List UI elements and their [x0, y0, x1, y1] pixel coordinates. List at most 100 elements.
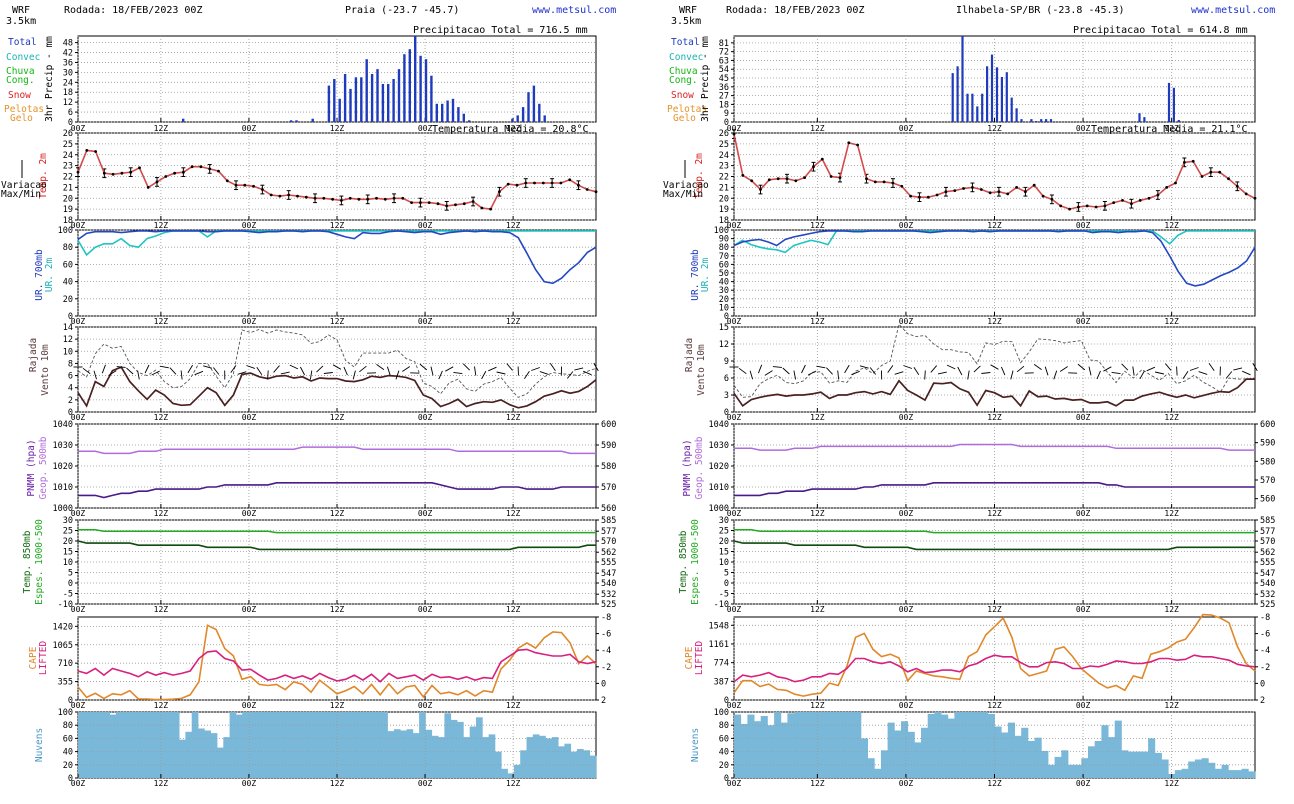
- temp-point: [304, 195, 308, 199]
- precip-bar: [451, 98, 455, 122]
- precip-bar: [1020, 119, 1023, 122]
- thickness-ylabel: Espes. 1000-500: [34, 519, 45, 605]
- cloud-bar: [994, 726, 1002, 778]
- time-tick-label: 00Z: [418, 221, 433, 230]
- wind-arrow: [1146, 366, 1156, 372]
- wind-arrow: [816, 365, 826, 369]
- precip-bar: [976, 106, 979, 122]
- wind-arrow: [453, 371, 463, 375]
- site-url: www.metsul.com: [532, 5, 616, 16]
- temp-point: [918, 195, 921, 199]
- temp-point: [988, 191, 992, 195]
- time-tick-label: 00Z: [418, 317, 433, 326]
- y-tick-label: 1010: [709, 483, 729, 493]
- y-tick-label: 1010: [53, 483, 73, 493]
- wind-arrow: [496, 371, 506, 375]
- cloud-bar: [261, 712, 268, 778]
- wind-arrow: [1103, 366, 1112, 372]
- legend-total: Total: [8, 37, 37, 48]
- pnmm-ylabel: PNMM (hpa): [682, 439, 693, 496]
- cloud-bar: [551, 737, 559, 778]
- temp-point: [340, 199, 343, 202]
- cloud-bar: [387, 731, 395, 778]
- t850-ylabel: Temp. 850mb: [22, 530, 33, 593]
- wind-line: [733, 378, 1255, 408]
- precip-bar: [365, 59, 368, 122]
- wind-arrow: [957, 366, 963, 376]
- y-tick-label: 100: [714, 708, 729, 718]
- wind-arrow: [764, 370, 773, 376]
- y-tick-label: 0: [68, 118, 73, 128]
- precip-bar: [354, 77, 358, 122]
- cloud-bar: [589, 755, 597, 778]
- temp-point: [269, 193, 273, 197]
- precip-bar: [981, 93, 984, 122]
- wind-arrow: [1189, 367, 1199, 371]
- location-label: Ilhabela-SP/BR (-23.8 -45.3): [956, 5, 1125, 16]
- cloud-bar: [217, 747, 224, 778]
- y-tick-label: 40: [719, 748, 729, 758]
- wind-arrow: [772, 366, 782, 368]
- wind-arrow: [376, 364, 385, 370]
- y-tick-label: 24: [719, 151, 729, 161]
- wind-arrow: [1010, 370, 1014, 380]
- time-tick-label: 00Z: [71, 221, 86, 230]
- precip-bar: [971, 93, 974, 122]
- temp-point: [1103, 204, 1107, 208]
- wind-arrow: [524, 371, 530, 379]
- temp-point: [261, 188, 264, 191]
- temp-point: [155, 180, 159, 184]
- y-tick-label: 1020: [709, 462, 729, 472]
- time-tick-label: 00Z: [727, 779, 742, 788]
- temp-point: [1059, 204, 1063, 208]
- time-tick-label: 12Z: [987, 779, 1002, 788]
- temp-point: [803, 176, 806, 180]
- temp-point: [1068, 207, 1071, 211]
- y-tick-label: 15: [719, 323, 729, 333]
- time-tick-label: 00Z: [899, 413, 914, 422]
- wind-arrow: [144, 364, 150, 374]
- lifted-ylabel: LIFTED: [38, 641, 49, 676]
- y-tick-right-label: 570: [601, 537, 616, 547]
- cloud-bar: [242, 712, 249, 778]
- cloud-bar: [954, 712, 962, 778]
- legend-chuva-cong: Cong.: [6, 75, 35, 86]
- cloud-bar: [1194, 759, 1202, 778]
- wind-arrow: [566, 371, 574, 379]
- wind-arrow: [851, 370, 860, 376]
- cloud-bar: [800, 712, 808, 778]
- temp-point: [541, 181, 545, 185]
- y-tick-label: 63: [719, 56, 729, 66]
- time-tick-label: 00Z: [727, 605, 742, 614]
- temp-point: [1200, 175, 1204, 178]
- y-tick-label: 9: [724, 109, 729, 119]
- time-tick-label: 00Z: [899, 317, 914, 326]
- time-tick-label: 12Z: [1164, 605, 1179, 614]
- cloud-bar: [198, 728, 205, 778]
- temp-point: [445, 204, 449, 208]
- y-tick-label: 20: [63, 537, 73, 547]
- y-tick-label: 19: [719, 205, 729, 215]
- precip-bar: [995, 67, 999, 122]
- wind-arrow: [1233, 367, 1243, 371]
- wind-arrow: [1176, 366, 1178, 376]
- time-tick-label: 00Z: [242, 317, 257, 326]
- wind-arrow: [844, 364, 850, 374]
- y-tick-label: 30: [63, 516, 73, 526]
- cloud-bar: [343, 712, 350, 778]
- wind-arrow: [531, 367, 540, 371]
- y-tick-label: -5: [63, 590, 73, 600]
- temp-point: [971, 186, 974, 189]
- y-tick-right-label: 560: [1260, 495, 1275, 505]
- y-tick-right-label: 562: [1260, 548, 1275, 558]
- cloud-bar: [84, 712, 91, 778]
- y-tick-label: -10: [714, 600, 729, 610]
- wind-arrow: [859, 365, 869, 369]
- temp-point: [882, 180, 886, 184]
- wind-arrow: [316, 365, 324, 373]
- temp-point: [1032, 183, 1036, 187]
- precip-bar: [1138, 113, 1141, 122]
- cape-ylabel: CAPE: [684, 646, 695, 669]
- precip-bar: [360, 77, 363, 122]
